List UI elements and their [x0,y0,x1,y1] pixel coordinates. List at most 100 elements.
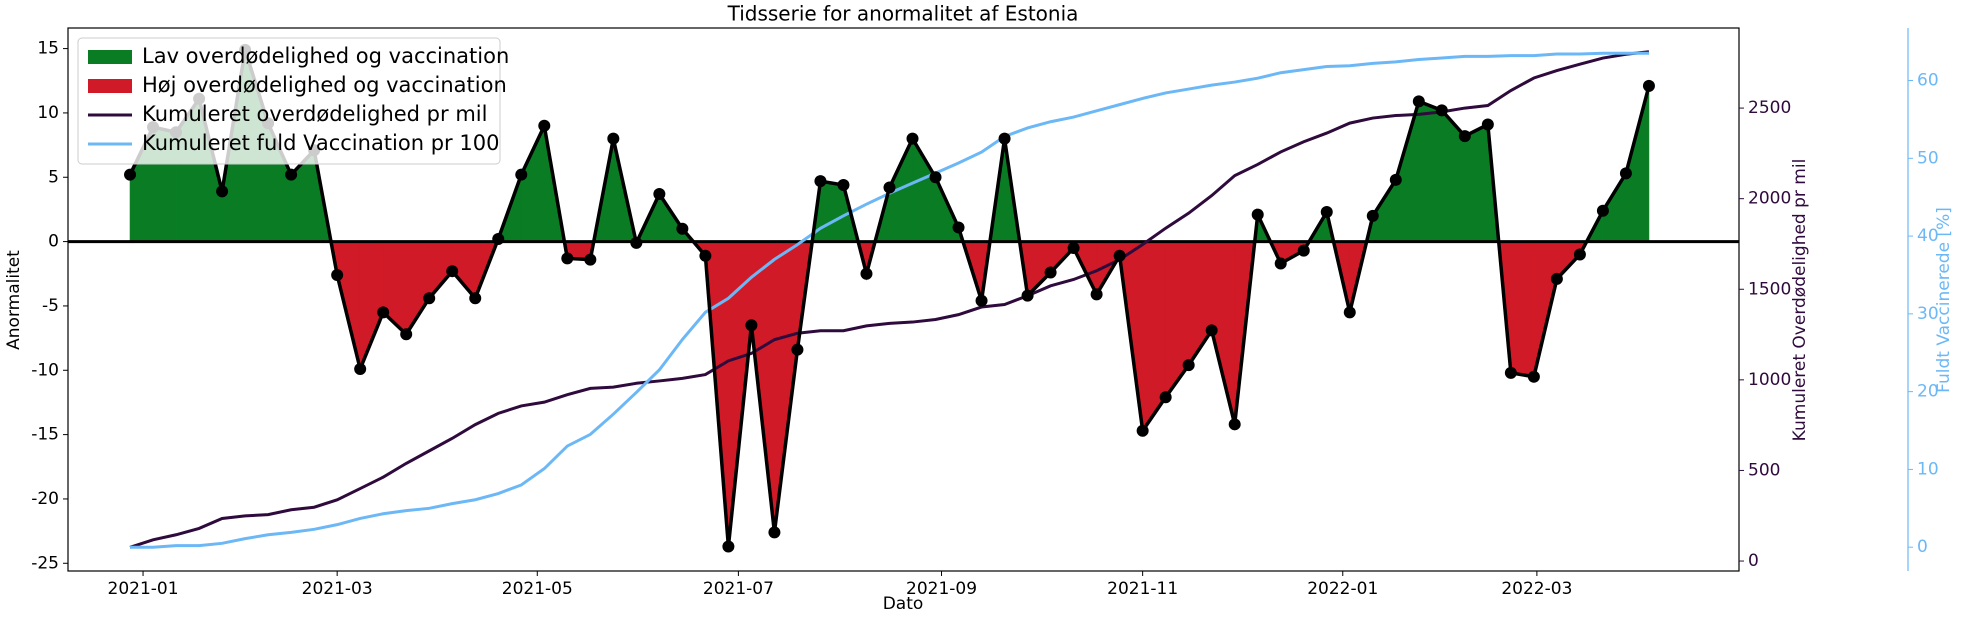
y3-tick-label: 0 [1917,537,1928,557]
y3-tick-label: 50 [1917,148,1939,168]
x-tick-label: 2021-01 [108,579,179,599]
series-line [129,50,1650,549]
legend: Lav overdødelighed og vaccination Høj ove… [77,37,509,165]
anomaly-marker [1412,95,1425,108]
anomaly-marker [1274,257,1287,270]
y-tick-label: 15 [37,39,59,59]
x-tick-label: 2021-09 [906,579,977,599]
y2-tick-label: 500 [1748,460,1780,480]
y-tick-label: -5 [42,296,59,316]
anomaly-area [520,125,545,242]
anomaly-marker [745,319,758,332]
anomaly-marker [1366,209,1379,222]
y-tick-label: 5 [48,167,59,187]
y-tick-label: -25 [31,553,59,573]
anomaly-marker [1090,288,1103,301]
anomaly-area [912,137,936,242]
x-tick-label: 2022-03 [1501,579,1572,599]
anomaly-marker [814,175,827,188]
anomaly-marker [699,249,712,262]
y-tick-label: -10 [31,360,59,380]
anomaly-marker [975,294,988,307]
anomaly-marker [1044,266,1057,279]
y2-axis-label: Kumuleret Overdødelighed pr mil [1790,159,1810,442]
anomaly-marker [630,236,643,249]
anomaly-marker [1228,418,1241,431]
anomaly-area [1510,241,1535,378]
anomaly-marker [1504,366,1517,379]
legend-swatch [88,50,132,64]
legend-label: Kumuleret fuld Vaccination pr 100 [142,131,499,155]
anomaly-marker [883,181,896,194]
anomaly-marker [423,292,436,305]
anomaly-marker [492,233,505,246]
anomaly-marker [216,185,229,198]
y3-tick-label: 30 [1917,304,1939,324]
anomaly-marker [906,132,919,145]
anomaly-marker [998,132,1011,145]
anomaly-marker [331,269,344,282]
anomaly-marker [446,265,459,278]
anomaly-marker [1458,130,1471,143]
y-tick-label: 0 [48,232,59,252]
x-tick-label: 2021-07 [703,579,774,599]
anomaly-marker [285,168,298,181]
anomaly-marker [791,343,804,356]
anomaly-area [1418,100,1443,242]
legend-label: Kumuleret overdødelighed pr mil [142,102,487,126]
y-axis-label: Anormalitet [4,250,24,350]
anomaly-marker [1182,359,1195,372]
anomaly-marker [1320,206,1333,219]
anomaly-marker [1159,391,1172,404]
y2-tick-label: 1500 [1748,279,1791,299]
anomaly-marker [1527,370,1540,383]
anomaly-marker [1021,289,1034,302]
legend-box [77,37,501,165]
anomaly-marker [538,119,551,132]
anomaly-marker [1205,324,1218,337]
anomaly-marker [561,252,574,265]
anomaly-marker [607,132,620,145]
anomaly-marker [768,526,781,539]
line-layer [68,43,1739,553]
anomaly-area [359,241,384,370]
anomaly-marker [1642,79,1655,92]
y2-tick-label: 1000 [1748,370,1791,390]
anomaly-marker [584,253,597,266]
anomaly-area [405,241,430,336]
anomaly-marker [1550,272,1563,285]
anomaly-marker [1573,248,1586,261]
anomaly-marker [837,178,850,191]
anomaly-marker [1297,244,1310,257]
anomaly-marker [1389,173,1402,186]
anomaly-area [382,241,407,335]
y3-tick-label: 60 [1917,71,1939,91]
anomaly-marker [1113,249,1126,262]
y2-tick-label: 2500 [1748,98,1791,118]
anomaly-marker [722,540,735,553]
anomaly-area [1464,124,1489,242]
anomaly-marker [653,187,666,200]
legend-swatch [88,79,132,93]
legend-label: Lav overdødelighed og vaccination [142,44,509,68]
y3-tick-label: 20 [1917,382,1939,402]
legend-label: Høj overdødelighed og vaccination [142,73,507,97]
y-tick-label: -20 [31,489,59,509]
anomaly-marker [860,267,873,280]
x-tick-label: 2022-01 [1307,579,1378,599]
x-tick-label: 2021-11 [1107,579,1178,599]
plot-frame [67,27,1740,572]
anomaly-marker [469,292,482,305]
anomaly-marker [1481,118,1494,131]
anomaly-marker [377,306,390,319]
chart-title: Tidsserie for anormalitet af Estonia [727,2,1079,26]
y3-tick-label: 10 [1917,459,1939,479]
y2-tick-label: 0 [1748,551,1759,571]
anomaly-marker [1619,167,1632,180]
anomaly-marker [676,222,689,235]
y3-axis-label: Fuldt Vaccinerede [%] [1934,207,1954,393]
anomaly-marker [1596,204,1609,217]
anomaly-marker [1343,306,1356,319]
anomaly-marker [929,171,942,184]
